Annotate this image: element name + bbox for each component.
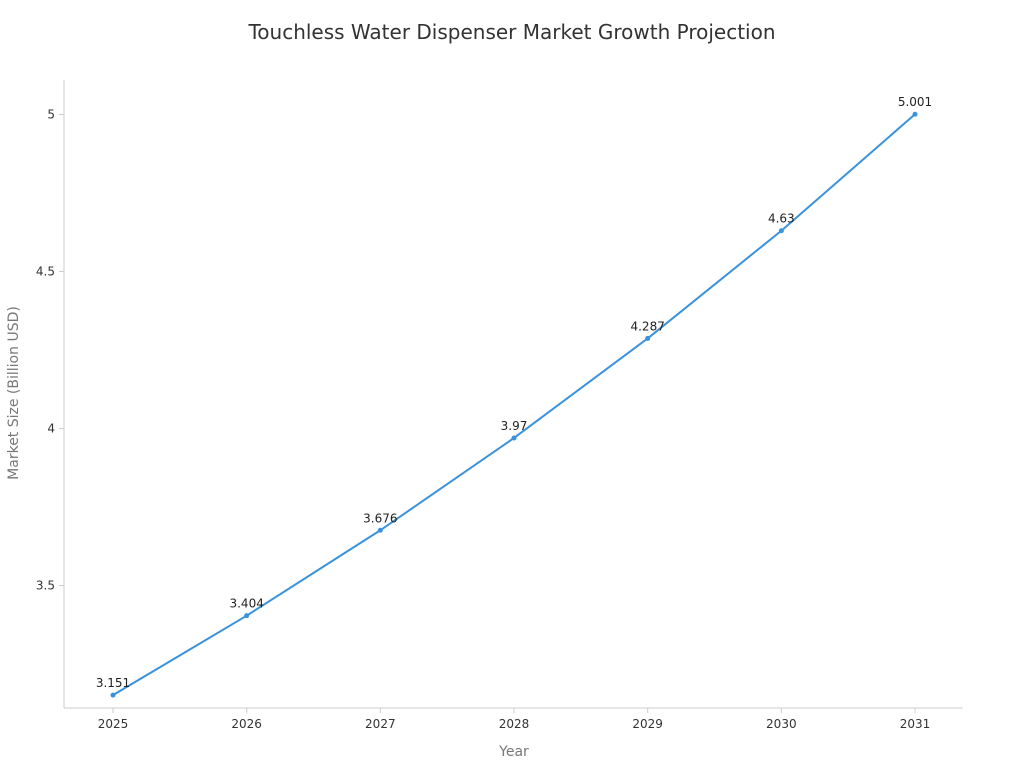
series xyxy=(110,111,918,698)
data-label: 5.001 xyxy=(898,95,932,109)
x-tick-label: 2030 xyxy=(766,717,797,731)
x-tick-label: 2027 xyxy=(365,717,396,731)
data-labels: 3.151 3.404 3.676 3.97 4.287 4.63 5.001 xyxy=(96,95,932,690)
data-label: 3.676 xyxy=(363,511,397,525)
y-tick-label: 5 xyxy=(47,108,55,122)
chart-title: Touchless Water Dispenser Market Growth … xyxy=(248,20,776,44)
data-point xyxy=(110,692,116,698)
data-label: 3.151 xyxy=(96,676,130,690)
x-tick-label: 2028 xyxy=(499,717,530,731)
x-tick-label: 2029 xyxy=(632,717,663,731)
y-tick-label: 4.5 xyxy=(36,265,55,279)
data-label: 3.97 xyxy=(501,419,528,433)
x-tick-label: 2031 xyxy=(900,717,931,731)
ticks: 3.5 4 4.5 5 2025 2026 2027 2028 2029 2030 2031 xyxy=(36,108,930,731)
data-label: 4.287 xyxy=(630,319,664,333)
data-label: 3.404 xyxy=(229,597,263,611)
data-label: 4.63 xyxy=(768,212,795,226)
data-point xyxy=(377,527,383,533)
data-point xyxy=(244,613,250,619)
x-tick-label: 2026 xyxy=(231,717,262,731)
data-point xyxy=(778,228,784,234)
data-point xyxy=(645,335,651,341)
x-axis-title: Year xyxy=(498,744,529,760)
axes xyxy=(63,80,963,709)
x-tick-label: 2025 xyxy=(98,717,129,731)
data-point xyxy=(511,435,517,441)
y-tick-label: 3.5 xyxy=(36,579,55,593)
y-tick-label: 4 xyxy=(47,422,55,436)
data-point xyxy=(912,111,918,117)
y-axis-title: Market Size (Billion USD) xyxy=(6,306,22,480)
